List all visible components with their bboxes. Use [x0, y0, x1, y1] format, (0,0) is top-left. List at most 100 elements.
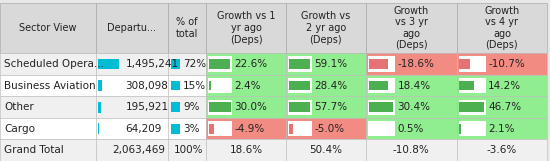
Text: -3.6%: -3.6%	[487, 145, 517, 155]
Text: -5.0%: -5.0%	[315, 124, 344, 134]
Text: 64,209: 64,209	[125, 124, 162, 134]
Text: 14.2%: 14.2%	[488, 81, 521, 91]
FancyBboxPatch shape	[286, 118, 366, 139]
Text: 30.0%: 30.0%	[234, 102, 267, 112]
FancyBboxPatch shape	[96, 3, 168, 53]
Text: 15%: 15%	[183, 81, 206, 91]
FancyBboxPatch shape	[459, 100, 486, 115]
Text: Sector View: Sector View	[19, 23, 77, 33]
Text: -10.8%: -10.8%	[393, 145, 430, 155]
FancyBboxPatch shape	[96, 139, 168, 161]
FancyBboxPatch shape	[459, 121, 486, 136]
Text: Cargo: Cargo	[4, 124, 35, 134]
FancyBboxPatch shape	[288, 78, 312, 93]
FancyBboxPatch shape	[289, 102, 310, 112]
FancyBboxPatch shape	[170, 81, 180, 90]
FancyBboxPatch shape	[288, 121, 312, 136]
Text: 22.6%: 22.6%	[234, 59, 268, 69]
Text: 30.4%: 30.4%	[397, 102, 430, 112]
FancyBboxPatch shape	[208, 100, 232, 115]
FancyBboxPatch shape	[168, 118, 206, 139]
FancyBboxPatch shape	[0, 75, 96, 96]
FancyBboxPatch shape	[96, 118, 168, 139]
FancyBboxPatch shape	[206, 75, 286, 96]
FancyBboxPatch shape	[456, 53, 547, 75]
FancyBboxPatch shape	[459, 102, 484, 112]
FancyBboxPatch shape	[0, 3, 96, 53]
Text: 57.7%: 57.7%	[315, 102, 348, 112]
FancyBboxPatch shape	[168, 3, 206, 53]
FancyBboxPatch shape	[459, 78, 486, 93]
Text: 2.1%: 2.1%	[488, 124, 515, 134]
FancyBboxPatch shape	[368, 57, 395, 72]
Text: Growth vs 1
yr ago
(Deps): Growth vs 1 yr ago (Deps)	[217, 11, 276, 44]
FancyBboxPatch shape	[366, 53, 456, 75]
FancyBboxPatch shape	[168, 75, 206, 96]
FancyBboxPatch shape	[368, 102, 393, 112]
Text: Grand Total: Grand Total	[4, 145, 64, 155]
Text: 18.6%: 18.6%	[229, 145, 263, 155]
FancyBboxPatch shape	[286, 3, 366, 53]
FancyBboxPatch shape	[168, 96, 206, 118]
FancyBboxPatch shape	[368, 121, 395, 136]
FancyBboxPatch shape	[206, 96, 286, 118]
FancyBboxPatch shape	[0, 53, 96, 75]
FancyBboxPatch shape	[456, 96, 547, 118]
Text: Business Aviation: Business Aviation	[4, 81, 96, 91]
FancyBboxPatch shape	[286, 75, 366, 96]
Text: -18.6%: -18.6%	[397, 59, 434, 69]
FancyBboxPatch shape	[368, 100, 395, 115]
FancyBboxPatch shape	[368, 78, 395, 93]
Text: 9%: 9%	[183, 102, 200, 112]
FancyBboxPatch shape	[289, 59, 310, 69]
Text: 2,063,469: 2,063,469	[112, 145, 165, 155]
Text: 308,098: 308,098	[125, 81, 168, 91]
FancyBboxPatch shape	[98, 123, 99, 134]
Text: 195,921: 195,921	[125, 102, 169, 112]
FancyBboxPatch shape	[366, 118, 456, 139]
FancyBboxPatch shape	[459, 124, 461, 133]
FancyBboxPatch shape	[168, 139, 206, 161]
FancyBboxPatch shape	[209, 59, 230, 69]
Text: Scheduled Opera...: Scheduled Opera...	[4, 59, 104, 69]
FancyBboxPatch shape	[208, 78, 232, 93]
FancyBboxPatch shape	[209, 102, 230, 112]
Text: 18.4%: 18.4%	[397, 81, 431, 91]
Text: 46.7%: 46.7%	[488, 102, 521, 112]
FancyBboxPatch shape	[366, 96, 456, 118]
FancyBboxPatch shape	[206, 118, 286, 139]
FancyBboxPatch shape	[289, 81, 310, 90]
FancyBboxPatch shape	[459, 57, 486, 72]
FancyBboxPatch shape	[208, 121, 232, 136]
FancyBboxPatch shape	[286, 53, 366, 75]
Text: Growth
vs 3 yr
ago
(Deps): Growth vs 3 yr ago (Deps)	[393, 5, 429, 50]
Text: 2.4%: 2.4%	[234, 81, 261, 91]
FancyBboxPatch shape	[459, 59, 470, 69]
Text: 1,495,241: 1,495,241	[125, 59, 179, 69]
FancyBboxPatch shape	[96, 96, 168, 118]
Text: 50.4%: 50.4%	[309, 145, 342, 155]
FancyBboxPatch shape	[206, 139, 286, 161]
Text: 28.4%: 28.4%	[315, 81, 348, 91]
FancyBboxPatch shape	[456, 139, 547, 161]
Text: 3%: 3%	[183, 124, 200, 134]
Text: -4.9%: -4.9%	[234, 124, 265, 134]
FancyBboxPatch shape	[288, 100, 312, 115]
FancyBboxPatch shape	[209, 124, 213, 133]
FancyBboxPatch shape	[98, 102, 101, 113]
FancyBboxPatch shape	[368, 81, 388, 90]
FancyBboxPatch shape	[206, 53, 286, 75]
FancyBboxPatch shape	[459, 81, 474, 90]
Text: 100%: 100%	[174, 145, 204, 155]
FancyBboxPatch shape	[209, 81, 211, 90]
FancyBboxPatch shape	[0, 96, 96, 118]
Text: Departu...: Departu...	[107, 23, 157, 33]
FancyBboxPatch shape	[208, 57, 232, 72]
Text: 72%: 72%	[183, 59, 206, 69]
FancyBboxPatch shape	[288, 57, 312, 72]
FancyBboxPatch shape	[366, 139, 456, 161]
FancyBboxPatch shape	[96, 53, 168, 75]
FancyBboxPatch shape	[366, 3, 456, 53]
FancyBboxPatch shape	[0, 139, 96, 161]
FancyBboxPatch shape	[170, 124, 180, 133]
